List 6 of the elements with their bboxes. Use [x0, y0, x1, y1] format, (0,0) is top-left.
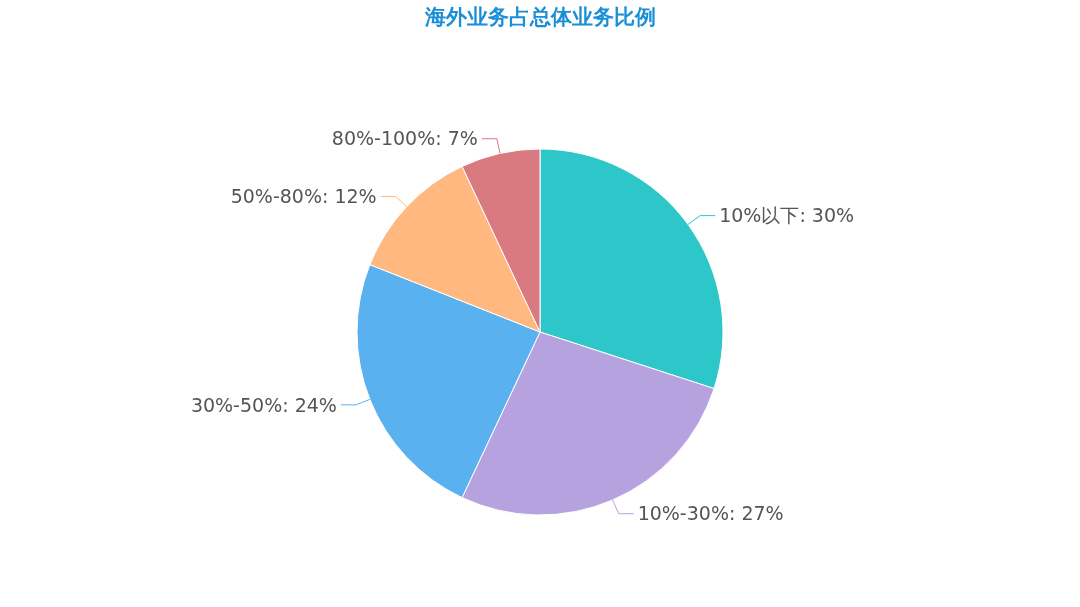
- chart-title: 海外业务占总体业务比例: [423, 5, 656, 29]
- slice-label: 80%-100%: 7%: [331, 127, 478, 150]
- slice-label: 30%-50%: 24%: [190, 393, 337, 416]
- slice-label: 10%-30%: 27%: [637, 502, 784, 525]
- slice-label: 10%以下: 30%: [719, 204, 855, 227]
- slice-label: 50%-80%: 12%: [230, 185, 377, 208]
